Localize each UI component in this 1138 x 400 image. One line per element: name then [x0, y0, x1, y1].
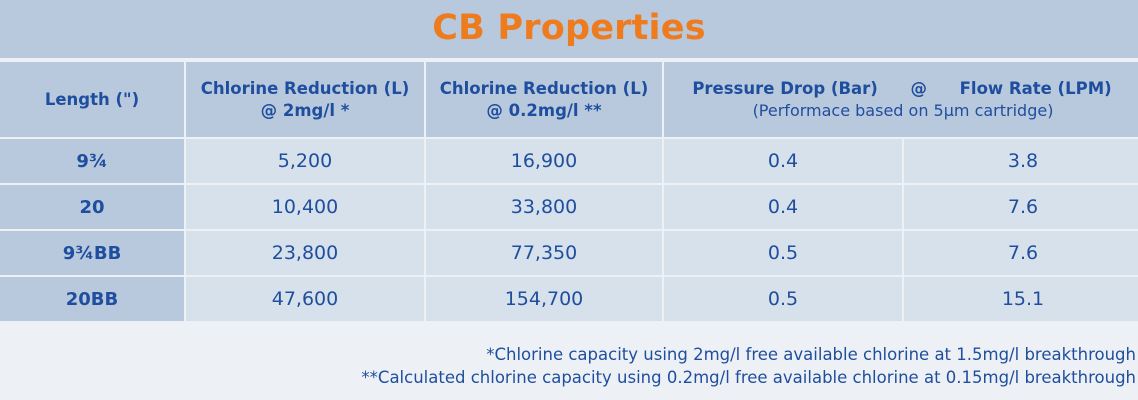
cell-pressure-drop: 0.4 — [664, 139, 902, 183]
header-length: Length (") — [0, 62, 184, 137]
header-pressure-flow: Pressure Drop (Bar) @ Flow Rate (LPM) (P… — [664, 62, 1138, 137]
cell-flow-rate: 7.6 — [904, 231, 1138, 275]
cell-flow-rate: 7.6 — [904, 185, 1138, 229]
cell-pressure-drop: 0.4 — [664, 185, 902, 229]
table-row: 20BB 47,600 154,700 0.5 15.1 — [0, 277, 1138, 321]
page-title: CB Properties — [432, 8, 706, 48]
cell-flow-rate: 3.8 — [904, 139, 1138, 183]
row-length: 20 — [0, 185, 184, 229]
table-header-row: Length (") Chlorine Reduction (L) @ 2mg/… — [0, 62, 1138, 137]
footnotes: *Chlorine capacity using 2mg/l free avai… — [361, 343, 1136, 389]
table-row: 20 10,400 33,800 0.4 7.6 — [0, 185, 1138, 229]
header-pressure-drop: Pressure Drop (Bar) — [692, 78, 878, 98]
header-chlorine-02mg-line1: Chlorine Reduction (L) — [439, 78, 649, 98]
cell-chlorine-02mg: 33,800 — [426, 185, 662, 229]
footnote-2: **Calculated chlorine capacity using 0.2… — [361, 368, 1136, 387]
cell-chlorine-02mg: 154,700 — [426, 277, 662, 321]
header-flow-rate: Flow Rate (LPM) — [959, 78, 1112, 98]
cell-flow-rate: 15.1 — [904, 277, 1138, 321]
header-chlorine-02mg-line2: @ 0.2mg/l ** — [486, 100, 602, 120]
table-row: 9¾ 5,200 16,900 0.4 3.8 — [0, 139, 1138, 183]
cell-chlorine-2mg: 23,800 — [186, 231, 424, 275]
row-length: 20BB — [0, 277, 184, 321]
footnote-1: *Chlorine capacity using 2mg/l free avai… — [486, 345, 1136, 364]
cell-pressure-drop: 0.5 — [664, 277, 902, 321]
cell-pressure-drop: 0.5 — [664, 231, 902, 275]
row-length: 9¾ — [0, 139, 184, 183]
cell-chlorine-02mg: 16,900 — [426, 139, 662, 183]
table-row: 9¾BB 23,800 77,350 0.5 7.6 — [0, 231, 1138, 275]
header-chlorine-02mg: Chlorine Reduction (L) @ 0.2mg/l ** — [426, 62, 662, 137]
header-chlorine-2mg: Chlorine Reduction (L) @ 2mg/l * — [186, 62, 424, 137]
header-performance-note: (Performace based on 5µm cartridge) — [752, 100, 1054, 120]
cell-chlorine-2mg: 5,200 — [186, 139, 424, 183]
cell-chlorine-2mg: 47,600 — [186, 277, 424, 321]
title-bar: CB Properties — [0, 0, 1138, 58]
cell-chlorine-2mg: 10,400 — [186, 185, 424, 229]
row-length: 9¾BB — [0, 231, 184, 275]
properties-table: Length (") Chlorine Reduction (L) @ 2mg/… — [0, 60, 1138, 323]
header-chlorine-2mg-line1: Chlorine Reduction (L) — [200, 78, 410, 98]
header-length-label: Length (") — [44, 89, 140, 109]
cell-chlorine-02mg: 77,350 — [426, 231, 662, 275]
header-chlorine-2mg-line2: @ 2mg/l * — [260, 100, 350, 120]
header-pressure-flow-line1: Pressure Drop (Bar) @ Flow Rate (LPM) — [664, 78, 1138, 100]
header-at-sign: @ — [910, 78, 928, 98]
